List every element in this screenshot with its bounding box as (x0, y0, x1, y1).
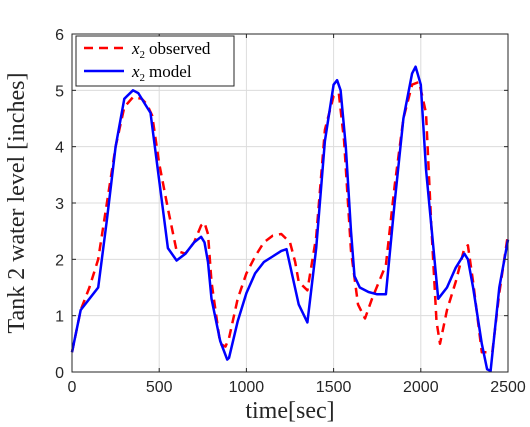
series-line-model (70, 65, 510, 373)
y-tick-label: 1 (55, 309, 64, 326)
x-axis-label: time[sec] (245, 398, 334, 424)
y-tick-label: 5 (55, 83, 64, 100)
y-tick-label: 0 (55, 365, 64, 382)
series-line-observed (70, 80, 510, 354)
series-group (70, 65, 510, 373)
legend: x2 observed x2 model (75, 35, 235, 87)
x-tick-label: 2000 (403, 379, 439, 396)
legend-label-model: x2 model (131, 62, 192, 84)
x-tick-label: 0 (68, 379, 77, 396)
y-tick-label: 3 (55, 196, 64, 213)
y-tick-label: 2 (55, 252, 64, 269)
x-tick-label: 1500 (316, 379, 352, 396)
x-tick-label: 1000 (229, 379, 265, 396)
tick-labels: 0 500 1000 1500 2000 2500 0 1 2 3 4 5 6 (55, 27, 526, 396)
x-tick-label: 2500 (490, 379, 526, 396)
y-axis-label: Tank 2 water level [inches] (4, 73, 30, 334)
legend-box (75, 35, 235, 87)
legend-label-observed: x2 observed (131, 39, 211, 61)
grid (71, 33, 509, 373)
x-tick-label: 500 (146, 379, 173, 396)
y-tick-label: 4 (55, 140, 64, 157)
y-tick-label: 6 (55, 27, 64, 44)
